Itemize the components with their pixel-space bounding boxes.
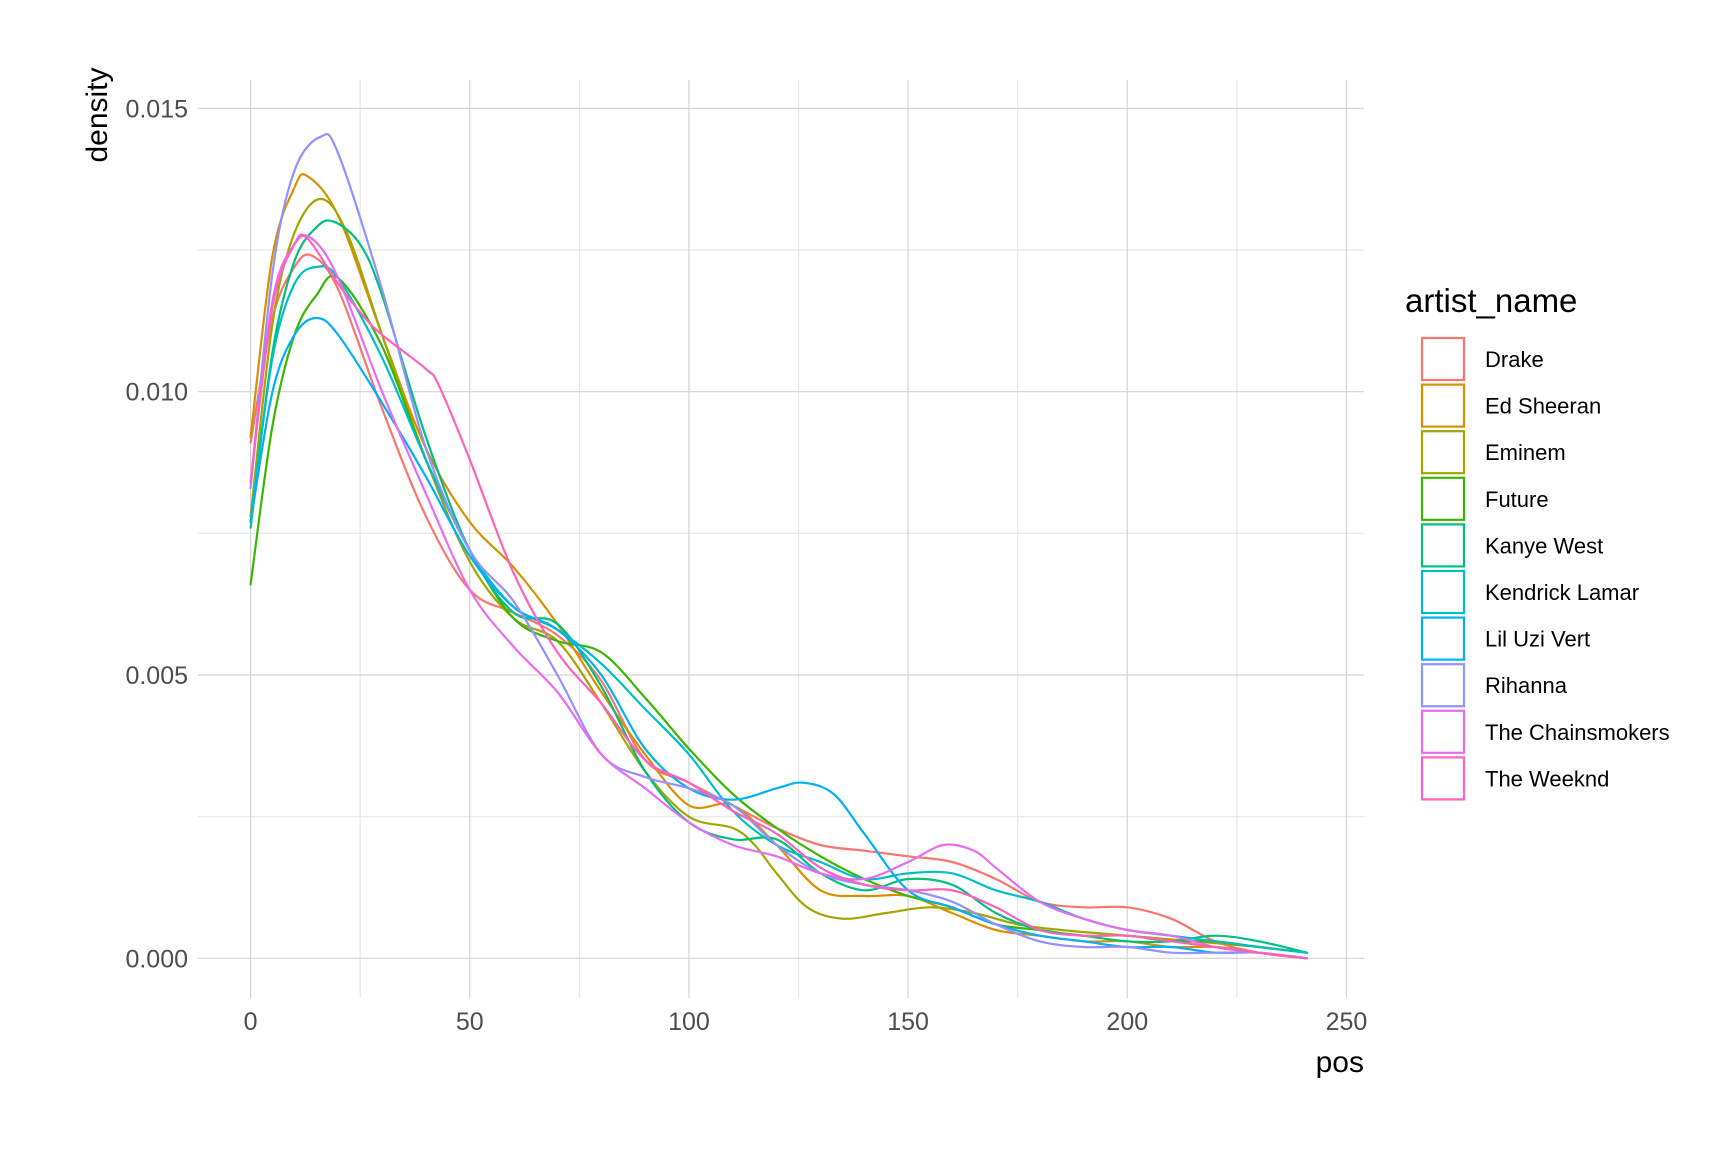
legend-key-future — [1420, 476, 1466, 521]
density-line-kanye-west — [249, 219, 1309, 954]
density-line-eminem — [249, 197, 1309, 954]
density-line-rihanna — [249, 133, 1309, 960]
legend-key-drake — [1420, 336, 1466, 382]
legend-label-kendrick-lamar: Kendrick Lamar — [1485, 580, 1639, 605]
y-tick-label: 0.010 — [125, 379, 188, 407]
x-tick-label: 250 — [1326, 1008, 1368, 1036]
legend-label-ed-sheeran: Ed Sheeran — [1485, 394, 1601, 419]
density-line-drake — [249, 253, 1309, 960]
x-tick-label: 100 — [668, 1008, 710, 1036]
density-line-kendrick-lamar — [249, 265, 1309, 954]
legend-label-the-chainsmokers: The Chainsmokers — [1485, 720, 1670, 745]
legend-key-rihanna — [1420, 663, 1466, 708]
legend-label-the-weeknd: The Weeknd — [1485, 766, 1609, 791]
density-line-future — [249, 274, 1309, 954]
density-line-lil-uzi-vert — [249, 316, 1309, 960]
y-axis-title: density — [81, 67, 114, 162]
legend-label-future: Future — [1485, 487, 1549, 512]
density-lines — [249, 133, 1309, 960]
x-tick-label: 200 — [1106, 1008, 1148, 1036]
legend-key-eminem — [1420, 430, 1466, 475]
legend-key-the-weeknd — [1420, 756, 1466, 801]
legend-title: artist_name — [1405, 282, 1577, 319]
legend-key-the-chainsmokers — [1420, 709, 1466, 754]
legend-key-kendrick-lamar — [1420, 569, 1466, 615]
legend-label-eminem: Eminem — [1485, 440, 1566, 465]
x-axis-tick-labels: 0 50 100 150 200 250 — [244, 1008, 1368, 1036]
y-tick-label: 0.015 — [125, 95, 188, 123]
density-line-the-chainsmokers — [249, 234, 1309, 960]
y-tick-label: 0.005 — [125, 662, 188, 690]
y-tick-label: 0.000 — [125, 945, 188, 973]
legend: artist_name Drake Ed Sheeran Eminem Future K… — [1405, 282, 1670, 801]
x-tick-label: 0 — [244, 1008, 258, 1036]
legend-label-kanye-west: Kanye West — [1485, 533, 1603, 558]
legend-label-drake: Drake — [1485, 347, 1544, 372]
x-tick-label: 50 — [456, 1008, 484, 1036]
x-axis-title: pos — [1316, 1046, 1364, 1079]
legend-key-kanye-west — [1420, 523, 1466, 568]
legend-label-lil-uzi-vert: Lil Uzi Vert — [1485, 627, 1590, 652]
y-axis-tick-labels: 0.000 0.005 0.010 0.015 — [125, 95, 188, 973]
legend-label-rihanna: Rihanna — [1485, 673, 1568, 698]
legend-key-ed-sheeran — [1420, 383, 1466, 428]
x-tick-label: 150 — [887, 1008, 929, 1036]
legend-key-lil-uzi-vert — [1420, 616, 1466, 661]
grid — [198, 80, 1364, 998]
density-line-the-weeknd — [249, 233, 1309, 960]
